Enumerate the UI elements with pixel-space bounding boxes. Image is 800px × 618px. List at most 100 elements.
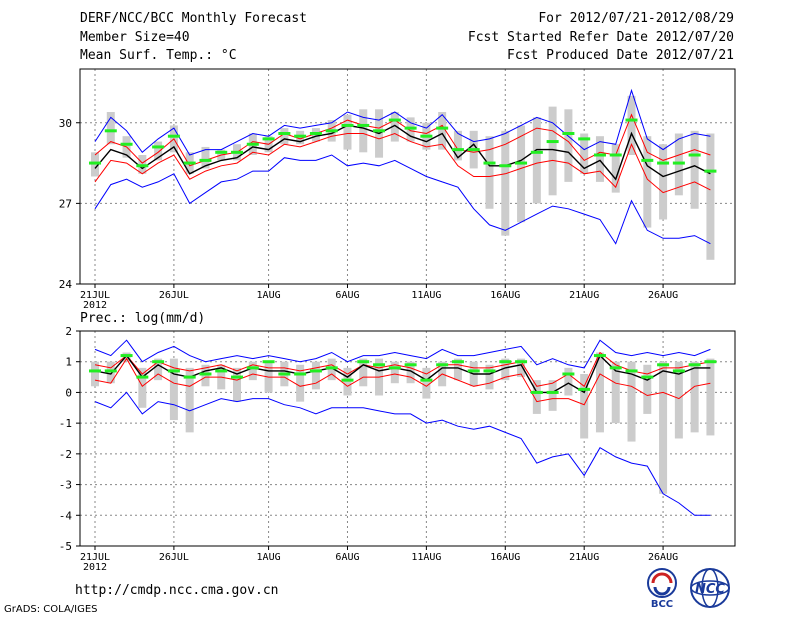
prec-y-tick-label: 1 [65,356,72,369]
temp-ensemble-box [532,117,541,204]
temp-median-marker [420,134,433,138]
temp-median-marker [152,145,165,149]
temp-ensemble-box [485,136,494,209]
prec-x-tick-label: 26AUG [648,552,678,563]
prec-ensemble-box [169,358,178,421]
bcc-logo: BCC [647,568,677,610]
prec-ensemble-box [327,358,336,381]
prec-ensemble-box [659,361,668,494]
prec-median-marker [215,369,228,373]
temp-median-marker [515,161,528,165]
temp-x-tick-label: 26AUG [648,290,678,301]
prec-ensemble-box [501,358,510,381]
prec-median-marker [357,360,370,364]
prec-median-marker [609,366,622,370]
temp-median-marker [609,153,622,157]
prec-median-marker [546,390,559,394]
temp-x-tick-label: 1AUG [257,290,281,301]
prec-median-marker [451,360,464,364]
bcc-logo-text: BCC [651,599,673,610]
prec-ensemble-box [611,361,620,424]
forecast-period: For 2012/07/21-2012/08/29 [538,11,734,26]
prec-median-marker [562,372,575,376]
temp-ensemble-box [595,136,604,182]
prec-panel: -5 -4 -3 -2 -1 0 1 2 21JUL 26JUL 1AUG 6AUG 11AUG 16AU… [59,325,736,573]
prec-median-marker [578,387,591,391]
prec-ensemble-box [154,358,163,381]
temp-y-tick-label: 24 [59,278,73,291]
temp-ensemble-box [706,133,715,260]
prec-ensemble-box [564,367,573,396]
prec-median-marker [515,360,528,364]
temp-y-tick-label: 27 [59,197,72,210]
fcst-started-date: Fcst Started Refer Date 2012/07/20 [467,30,734,45]
temp-median-marker [530,150,543,154]
prec-ensemble-box [422,367,431,399]
prec-median-marker [167,369,180,373]
prec-median-marker [530,390,543,394]
prec-median-marker [104,369,117,373]
temp-median-marker [404,126,417,130]
temp-median-marker [672,161,685,165]
temp-x-tick-label: 21JUL [80,290,110,301]
prec-ensemble-box [359,358,368,387]
temp-median-marker [325,129,338,133]
temp-ensemble-box [548,106,557,196]
prec-ensemble-box [643,364,652,414]
prec-median-marker [593,354,606,358]
temp-ensemble-box [611,144,620,193]
temp-median-marker [562,132,575,135]
temp-x-tick-label: 26JUL [159,290,189,301]
temp-panel: 24 27 30 21JUL 26JUL 1AUG 6AUG 11AUG 16AUG 21AUG 2… [59,68,736,311]
prec-median-marker [278,372,291,376]
temp-ensemble-box [659,144,668,220]
prec-x-tick-label: 6AUG [335,552,359,563]
temp-x-tick-label: 16AUG [490,290,520,301]
prec-y-tick-label: 2 [65,325,72,338]
prec-median-marker [136,375,149,379]
temp-ensemble-box [280,128,289,145]
prec-plot-frame [79,330,736,547]
prec-median-marker [325,366,338,370]
prec-ensemble-box [122,352,131,362]
temp-median-marker [231,150,244,154]
temp-ensemble-box [517,125,526,223]
prec-x-tick-label: 11AUG [411,552,441,563]
prec-median-marker [309,369,322,373]
prec-line-ens-max [94,339,711,369]
temp-ensemble-box [106,112,115,145]
temp-year-label: 2012 [83,300,107,311]
temp-ensemble-box [627,95,636,155]
prec-median-marker [499,360,512,364]
prec-median-marker [89,369,101,373]
prec-ensemble-box [580,374,589,439]
temp-median-marker [499,164,512,168]
website-url[interactable]: http://cmdp.ncc.cma.gov.cn [75,583,279,598]
prec-x-tick-label: 21AUG [569,552,599,563]
temp-ensemble-box [154,141,163,161]
temp-median-marker [483,161,496,165]
temp-ensemble-box [390,112,399,142]
temp-median-marker [167,134,180,138]
temp-median-marker [546,140,559,144]
grads-credit: GrADS: COLA/IGES [4,604,98,615]
temp-ensemble-box [690,130,699,209]
temp-x-tick-label: 21AUG [569,290,599,301]
prec-median-marker [657,363,670,367]
temp-median-marker [578,137,591,141]
temp-median-marker [136,164,149,168]
temp-median-marker [89,161,101,165]
prec-ensemble-box [453,358,462,381]
prec-median-marker [420,378,433,382]
temp-median-marker [246,142,259,146]
temp-x-tick-label: 6AUG [335,290,359,301]
prec-median-marker [341,378,354,382]
prec-line-ens-mean [94,354,711,394]
prec-ensemble-box [690,361,699,433]
temp-median-marker [593,153,606,157]
ncc-logo-text: NCC [695,582,725,597]
temp-plot-frame [79,68,736,285]
temp-ensemble-box [438,112,447,150]
prec-ensemble-box [706,358,715,436]
